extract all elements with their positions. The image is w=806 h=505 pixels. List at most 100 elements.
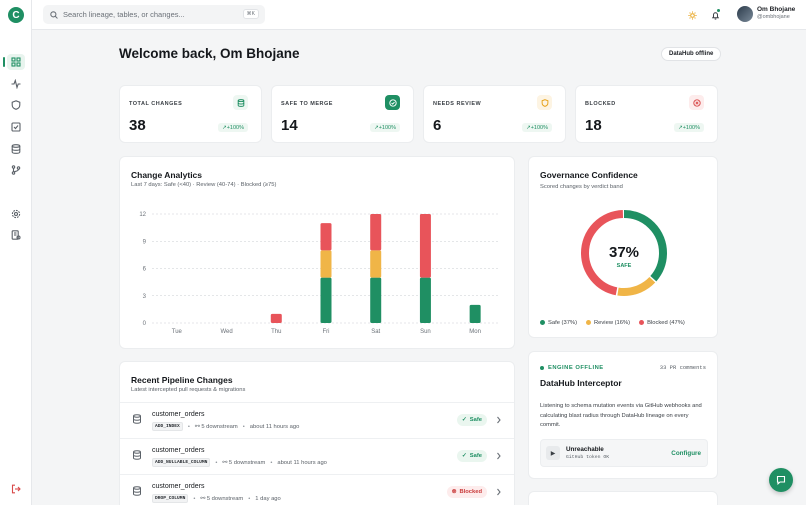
stat-label: NEEDS REVIEW [433,101,482,107]
status-dot [540,366,544,370]
configure-button[interactable]: Configure [671,450,701,457]
lineage-icon: ⚯ [194,423,200,430]
activity-nav-icon[interactable] [7,76,25,92]
theme-toggle-icon[interactable] [686,9,698,21]
github-status: Unreachable [566,446,604,453]
status-badge: ✓ Safe [456,414,487,426]
check-circle-icon: ✓ [461,453,467,459]
stat-value: 38 [129,117,146,134]
dashboard-nav-icon[interactable] [3,54,25,70]
stat-delta: ↗ +100% [522,123,552,132]
user-handle: @ombhojane [757,14,790,20]
y-tick-label: 0 [143,321,147,327]
database-icon [132,414,142,424]
row-time: about 11 hours ago [277,459,327,466]
legend-item-review: Review (16%) [586,320,630,326]
table-row[interactable]: customer_orders ADD_INDEX • ⚯ 5 downstrea… [120,402,514,438]
x-tick-label: Fri [323,329,330,335]
database-icon [132,450,142,460]
x-circle-icon: ⊗ [451,489,457,495]
pipeline-card: Recent Pipeline Changes Latest intercept… [119,361,515,505]
stat-card-blocked: BLOCKED 18 ↗ +100% [575,85,718,143]
chat-icon [776,475,786,485]
lineage-icon: ⚯ [222,459,228,466]
bottom-card [528,491,718,505]
x-tick-label: Sun [420,329,431,335]
logout-icon[interactable] [7,481,25,497]
pipeline-title: Recent Pipeline Changes [131,375,233,385]
chat-fab-button[interactable] [769,468,793,492]
stat-label: SAFE TO MERGE [281,101,333,107]
check-circle-icon: ✓ [461,417,467,423]
stat-card-needs-review: NEEDS REVIEW 6 ↗ +100% [423,85,566,143]
stat-delta: ↗ +100% [218,123,248,132]
chevron-right-icon[interactable] [495,452,502,460]
row-table-name: customer_orders [152,411,205,418]
interceptor-description: Listening to schema mutation events via … [540,403,702,428]
bar-safe [469,304,481,323]
stat-value: 6 [433,117,442,134]
legend-item-safe: Safe (37%) [540,320,577,326]
top-bar: ⌘K Om Bhojane @ombhojane [32,0,806,30]
row-meta: DROP_COLUMN • ⚯ 5 downstream • 1 day ago [152,494,281,503]
change-type-tag: ADD_NULLABLE_COLUMN [152,458,211,467]
play-icon: ▶ [546,446,560,460]
checklist-nav-icon[interactable] [7,119,25,135]
table-row[interactable]: customer_orders DROP_COLUMN • ⚯ 5 downstr… [120,474,514,505]
stat-label: BLOCKED [585,101,616,107]
row-table-name: customer_orders [152,447,205,454]
stat-delta: ↗ +100% [674,123,704,132]
database-nav-icon[interactable] [7,141,25,157]
x-circle-icon [689,95,704,110]
stat-delta: ↗ +100% [370,123,400,132]
stat-card-total-changes: TOTAL CHANGES 38 ↗ +100% [119,85,262,143]
change-type-tag: DROP_COLUMN [152,494,189,503]
interceptor-title: DataHub Interceptor [540,378,622,388]
github-token-status: GitHub token OK [566,455,610,460]
legend-item-blocked: Blocked (47%) [639,320,685,326]
check-circle-icon [385,95,400,110]
table-row[interactable]: customer_orders ADD_NULLABLE_COLUMN • ⚯ 5… [120,438,514,474]
x-tick-label: Thu [271,329,281,335]
x-tick-label: Mon [469,329,481,335]
stat-label: TOTAL CHANGES [129,101,183,107]
bar-blocked [320,223,332,251]
y-tick-label: 3 [143,294,147,300]
chevron-right-icon[interactable] [495,488,502,496]
settings-nav-icon[interactable] [7,206,25,222]
row-downstream: 5 downstream [228,459,266,466]
docs-nav-icon[interactable] [7,227,25,243]
row-time: 1 day ago [255,495,281,502]
change-analytics-chart: 0 3 6 9 12 Tue Wed Thu Fri Sat Sun Mon [139,212,500,335]
app-logo[interactable]: C [8,7,24,23]
analytics-subtitle: Last 7 days: Safe (<40) · Review (40-74)… [131,182,277,188]
search-input[interactable] [63,10,233,19]
welcome-heading: Welcome back, Om Bhojane [119,46,300,61]
search-box[interactable]: ⌘K [43,5,265,24]
change-type-tag: ADD_INDEX [152,422,183,431]
notifications-icon[interactable] [709,9,721,21]
status-badge: ✓ Safe [456,450,487,462]
row-table-name: customer_orders [152,483,205,490]
datahub-status-pill[interactable]: DataHub offline [661,47,722,61]
git-branch-nav-icon[interactable] [7,162,25,178]
database-icon [233,95,248,110]
x-tick-label: Wed [220,329,232,335]
x-tick-label: Sat [371,329,380,335]
search-shortcut: ⌘K [242,9,259,19]
shield-nav-icon[interactable] [7,97,25,113]
status-badge: ⊗ Blocked [446,486,487,498]
donut-slice-blocked [581,210,667,296]
github-status-box: ▶ Unreachable GitHub token OK Configure [540,439,708,467]
chevron-right-icon[interactable] [495,416,502,424]
bar-safe [370,277,382,323]
stat-value: 18 [585,117,602,134]
engine-status: ENGINE OFFLINE [540,365,604,371]
side-rail: C [0,0,32,505]
y-tick-label: 9 [143,239,147,245]
change-analytics-card: Change Analytics Last 7 days: Safe (<40)… [119,156,515,349]
interceptor-card: ENGINE OFFLINE 33 PR comments DataHub In… [528,351,718,479]
row-downstream: 5 downstream [206,495,244,502]
donut-center-label: SAFE [617,263,632,269]
user-avatar[interactable] [737,6,753,22]
